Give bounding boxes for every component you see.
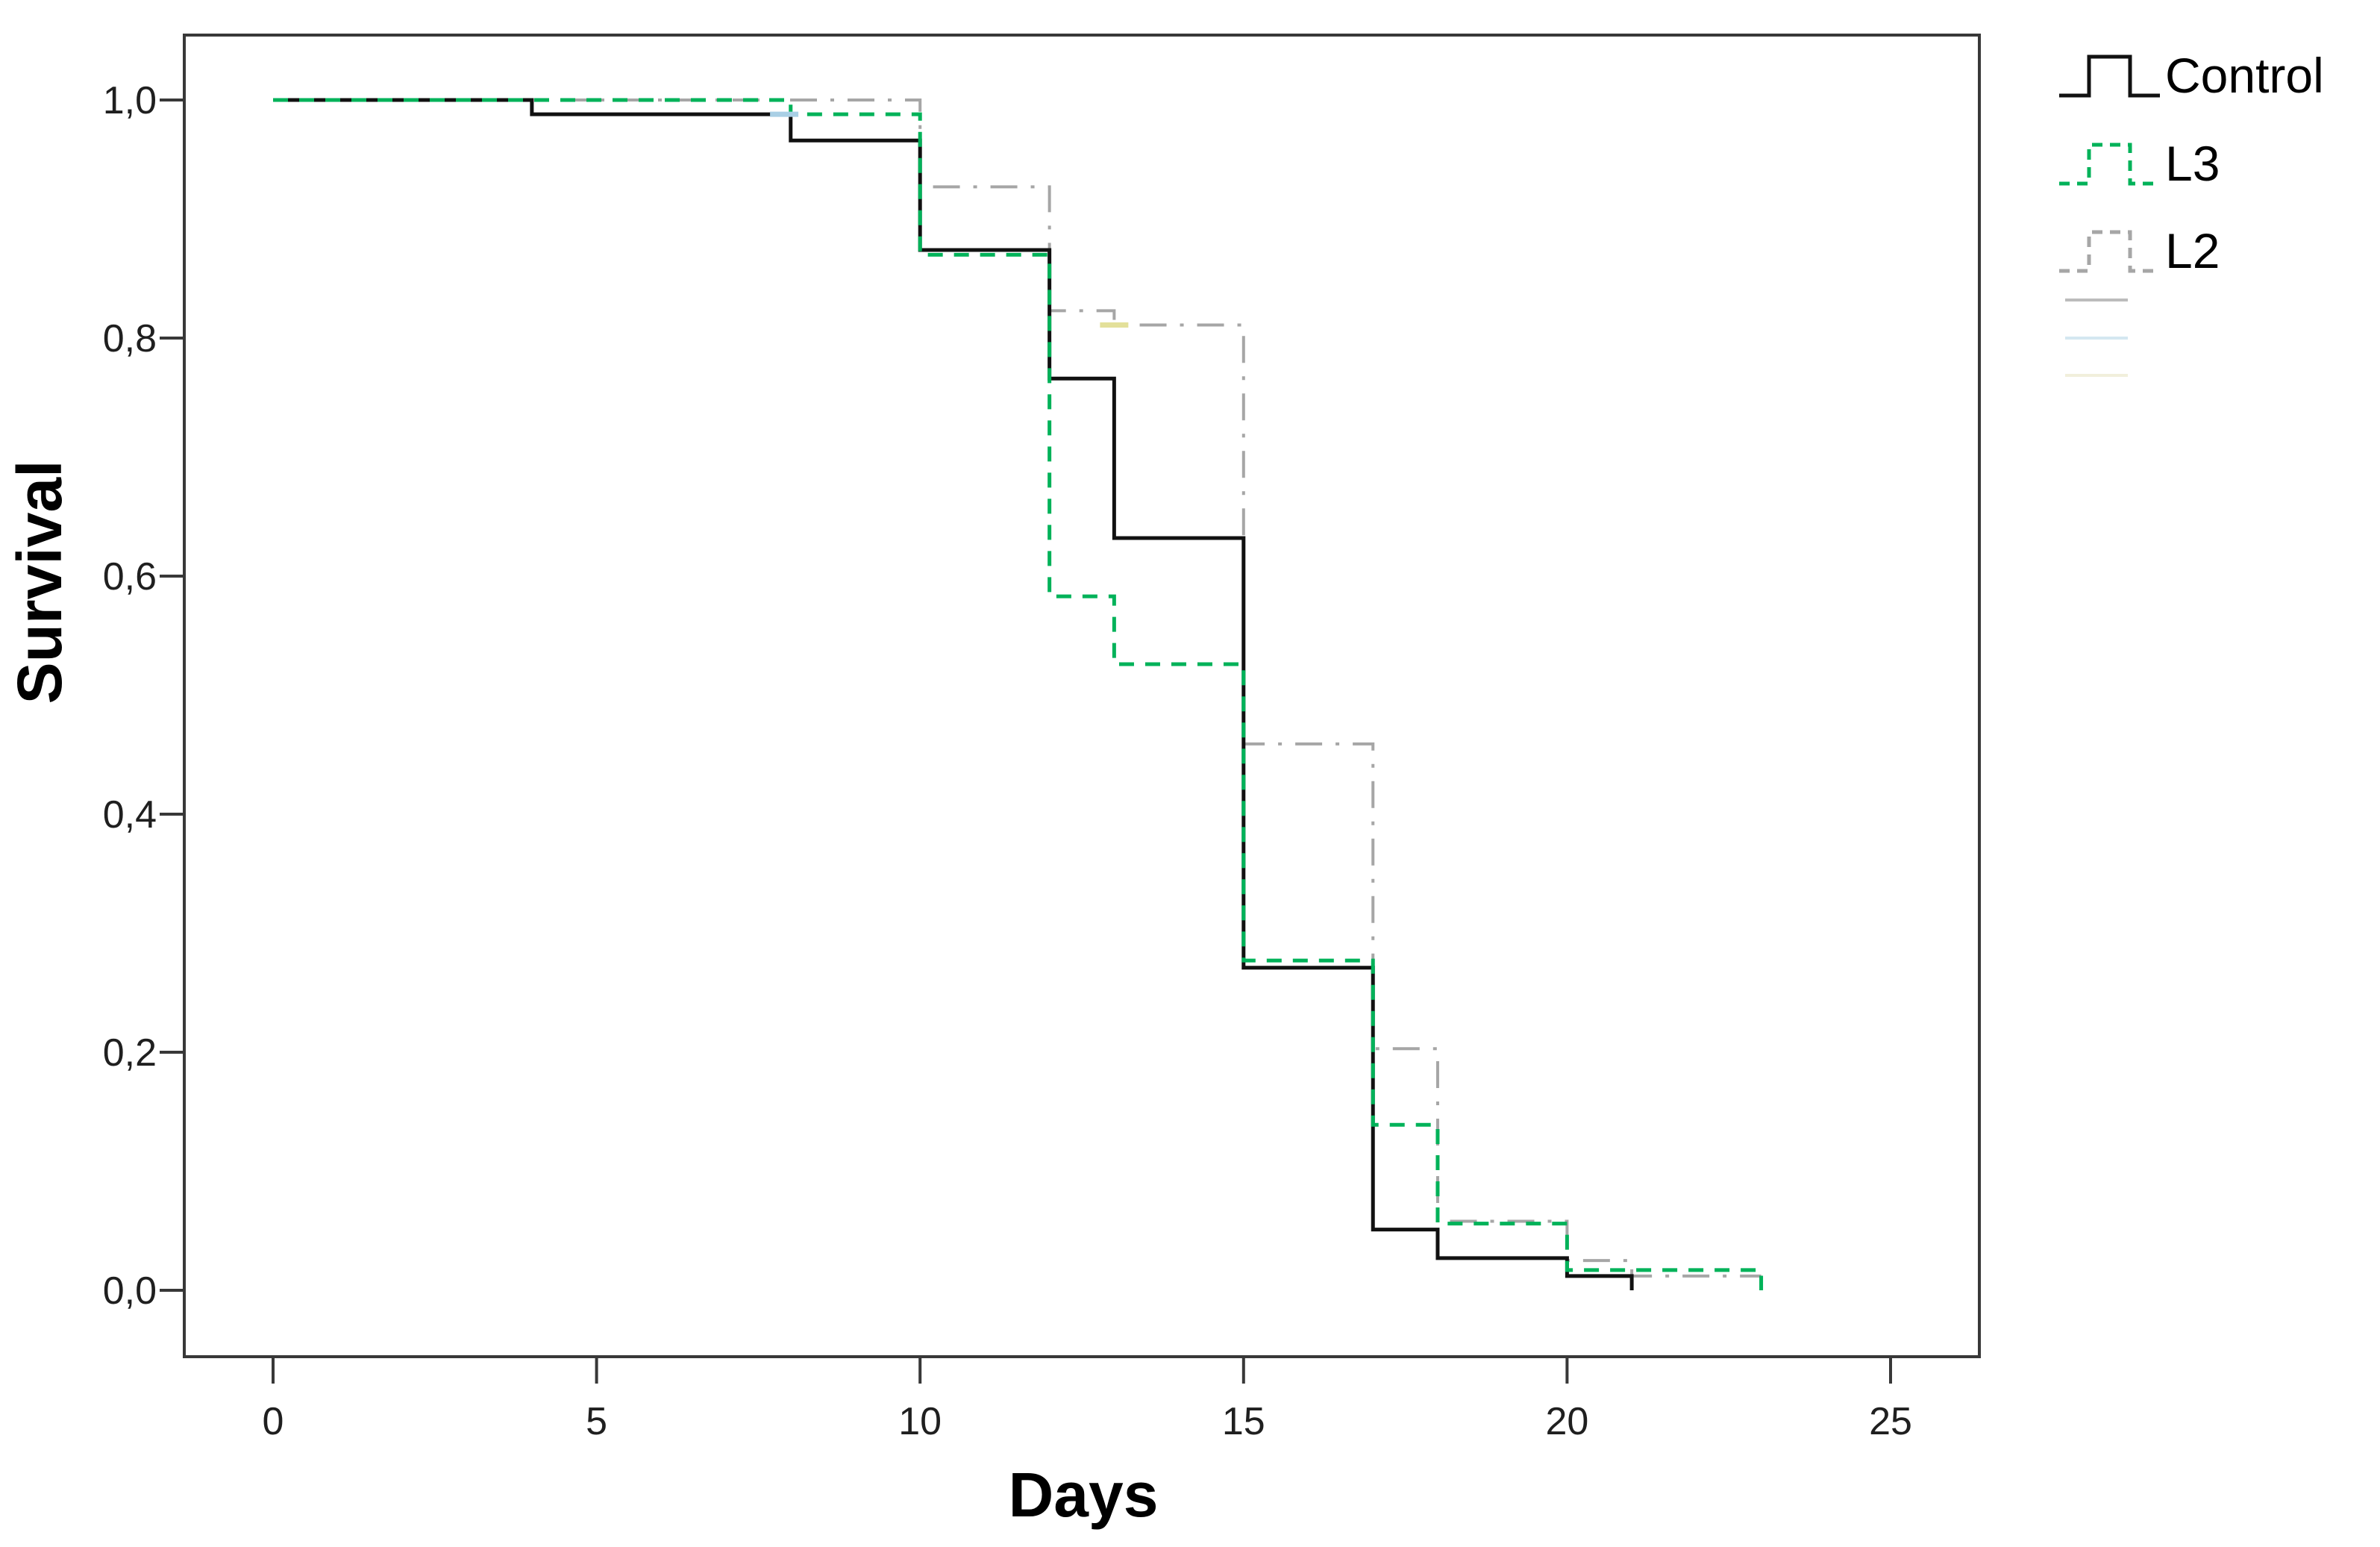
y-tick-label: 0,2 (103, 1031, 157, 1075)
y-axis-title: Survival (4, 460, 75, 704)
legend-item-control: Control (2059, 48, 2324, 103)
curve-control (273, 98, 1634, 1290)
legend: Control L3 L2 (2059, 48, 2324, 377)
curve-l3 (273, 98, 1764, 1290)
y-tick-label: 0,8 (103, 317, 157, 360)
censor-marks (770, 111, 1129, 328)
legend-swatch-step (2059, 143, 2160, 186)
plot-frame (183, 34, 1981, 1358)
x-tick-label: 25 (1869, 1400, 1912, 1443)
x-axis-title: Days (1009, 1460, 1159, 1530)
axis-ticks: 1,0 0,8 0,6 0,4 0,2 0,0 0 5 10 15 20 25 (103, 79, 1912, 1443)
legend-swatch-step (2059, 54, 2160, 98)
y-tick-label: 0,0 (103, 1269, 157, 1313)
x-tick-label: 10 (898, 1400, 942, 1443)
plot-border (183, 34, 1981, 1358)
series-curves (273, 98, 1764, 1290)
legend-label: L2 (2165, 223, 2220, 278)
x-tick-label: 5 (586, 1400, 607, 1443)
x-tick-label: 20 (1545, 1400, 1588, 1443)
legend-label: L3 (2165, 136, 2220, 191)
legend-label: Control (2165, 48, 2324, 103)
y-tick-label: 0,4 (103, 793, 157, 837)
x-tick-label: 0 (263, 1400, 284, 1443)
y-tick-label: 0,6 (103, 555, 157, 599)
y-tick-label: 1,0 (103, 79, 157, 122)
legend-item-l3: L3 (2059, 136, 2220, 191)
x-tick-label: 15 (1222, 1400, 1265, 1443)
legend-swatch-step (2059, 230, 2160, 273)
legend-item-l2: L2 (2059, 223, 2220, 278)
curve-l2 (273, 99, 1761, 1278)
